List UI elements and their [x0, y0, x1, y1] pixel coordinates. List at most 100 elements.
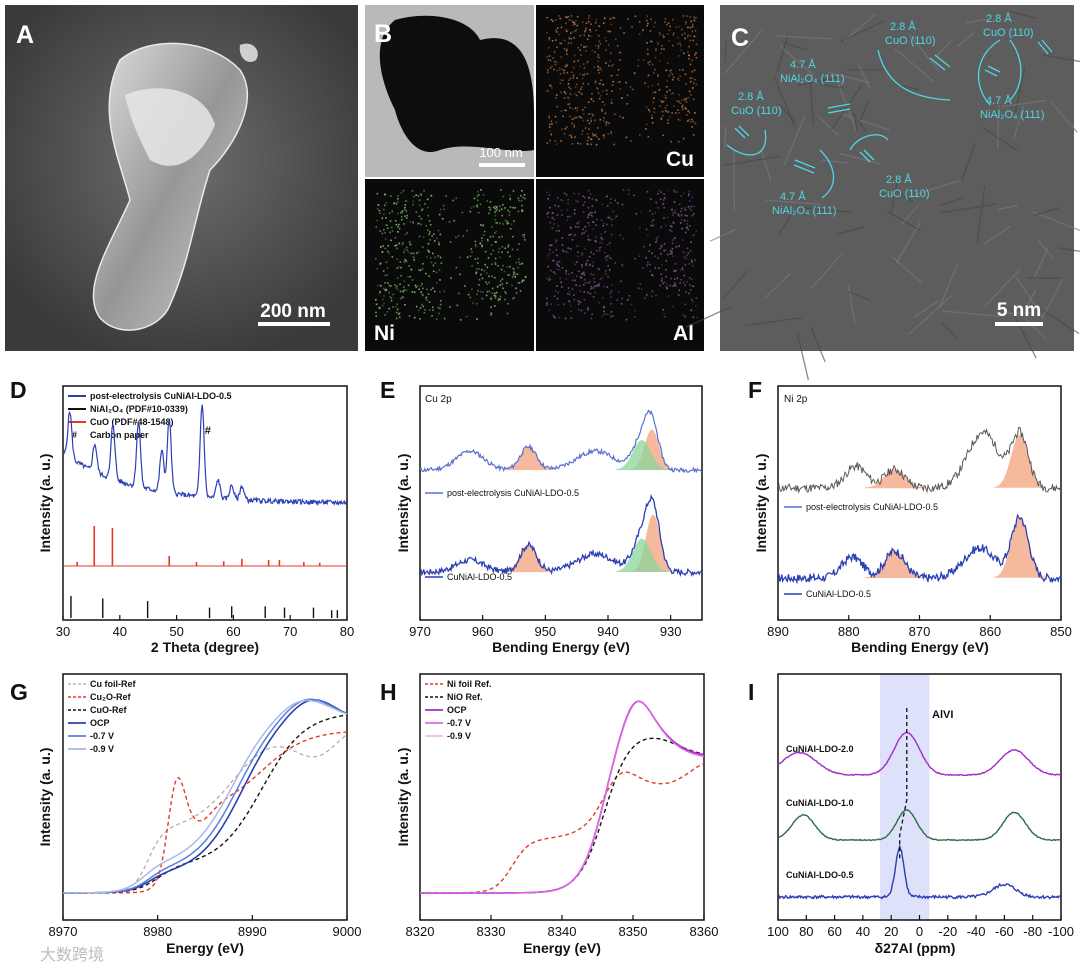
map-pixel — [582, 63, 585, 65]
map-pixel — [399, 290, 402, 293]
map-pixel — [692, 316, 695, 319]
map-pixel — [388, 252, 390, 255]
xtick-label: 8980 — [143, 924, 172, 939]
map-pixel — [383, 213, 385, 216]
map-pixel — [599, 241, 601, 244]
xtick-label: 930 — [660, 624, 682, 639]
map-pixel — [555, 19, 557, 21]
map-pixel — [603, 17, 606, 20]
map-pixel — [565, 29, 567, 31]
map-pixel — [605, 89, 608, 92]
map-pixel — [504, 219, 507, 222]
map-pixel — [403, 223, 405, 225]
ylabel-g: Intensity (a. u.) — [37, 748, 53, 847]
map-pixel — [490, 298, 492, 300]
map-pixel — [395, 287, 397, 289]
map-pixel — [665, 275, 667, 278]
lattice-fringe — [776, 36, 788, 73]
lattice-fringe — [1001, 99, 1047, 108]
map-pixel — [621, 264, 624, 267]
map-pixel — [610, 311, 613, 313]
map-pixel — [597, 60, 599, 63]
map-pixel — [524, 197, 526, 200]
map-pixel — [598, 97, 601, 100]
legend-h-3: OCP — [447, 705, 467, 715]
map-pixel — [573, 294, 575, 296]
map-pixel — [591, 215, 594, 218]
map-pixel — [680, 195, 683, 197]
xtick-label: 70 — [283, 624, 297, 639]
xtick-label: 60 — [827, 924, 841, 939]
map-pixel — [555, 262, 558, 265]
map-pixel — [455, 197, 457, 200]
lattice-fringe — [848, 291, 871, 302]
map-pixel — [509, 197, 512, 200]
legend-g-3: CuO-Ref — [90, 705, 127, 715]
map-pixel — [396, 285, 398, 288]
map-pixel — [619, 51, 621, 54]
lattice-fringe — [775, 35, 833, 40]
map-pixel — [591, 92, 593, 95]
map-pixel — [568, 38, 571, 40]
map-pixel — [548, 309, 551, 312]
map-pixel — [564, 92, 567, 95]
map-pixel — [424, 308, 426, 311]
map-pixel — [666, 62, 669, 64]
map-pixel — [405, 260, 408, 263]
map-pixel — [587, 17, 590, 20]
map-pixel — [497, 297, 500, 300]
map-pixel — [407, 284, 410, 287]
map-pixel — [672, 211, 675, 214]
lattice-d-5: 2.8 Å — [738, 90, 764, 103]
map-pixel — [688, 45, 690, 48]
map-pixel — [412, 195, 415, 198]
xtick-label: 870 — [909, 624, 931, 639]
map-pixel — [553, 68, 555, 71]
legend-g-4: OCP — [90, 718, 110, 728]
map-pixel — [548, 38, 551, 41]
map-pixel — [567, 103, 570, 106]
map-pixel — [524, 276, 527, 279]
map-pixel — [659, 247, 661, 250]
map-pixel — [619, 87, 622, 90]
map-pixel — [601, 242, 603, 244]
map-pixel — [481, 245, 483, 248]
map-pixel — [595, 224, 597, 226]
map-pixel — [567, 215, 569, 218]
map-pixel — [571, 143, 574, 145]
map-pixel — [669, 249, 672, 252]
map-pixel — [688, 190, 691, 193]
map-pixel — [573, 192, 576, 195]
map-pixel — [402, 289, 405, 292]
map-pixel — [664, 107, 667, 109]
map-pixel — [561, 214, 563, 216]
map-pixel — [689, 34, 692, 37]
map-pixel — [415, 211, 418, 213]
map-pixel — [430, 288, 432, 291]
legend-d-1: post-electrolysis CuNiAl-LDO-0.5 — [90, 391, 232, 401]
map-pixel — [602, 120, 605, 122]
map-pixel — [686, 114, 688, 116]
map-pixel — [576, 15, 579, 18]
map-pixel — [677, 43, 679, 45]
map-pixel — [439, 208, 442, 211]
map-pixel — [409, 220, 412, 223]
xtick-label: 80 — [799, 924, 813, 939]
map-pixel — [379, 212, 381, 215]
map-pixel — [666, 189, 669, 192]
map-pixel — [596, 87, 598, 89]
map-pixel — [678, 215, 681, 217]
map-pixel — [546, 31, 549, 34]
legend-f-1: post-electrolysis CuNiAl-LDO-0.5 — [806, 502, 938, 512]
map-pixel — [675, 269, 677, 272]
map-pixel — [574, 29, 577, 32]
map-pixel — [646, 48, 649, 51]
map-pixel — [415, 286, 418, 289]
map-pixel — [607, 44, 610, 46]
map-pixel — [563, 69, 566, 72]
map-pixel — [585, 50, 587, 52]
map-pixel — [586, 259, 589, 262]
map-pixel — [691, 30, 694, 33]
map-pixel — [564, 65, 567, 68]
map-pixel — [673, 284, 676, 287]
